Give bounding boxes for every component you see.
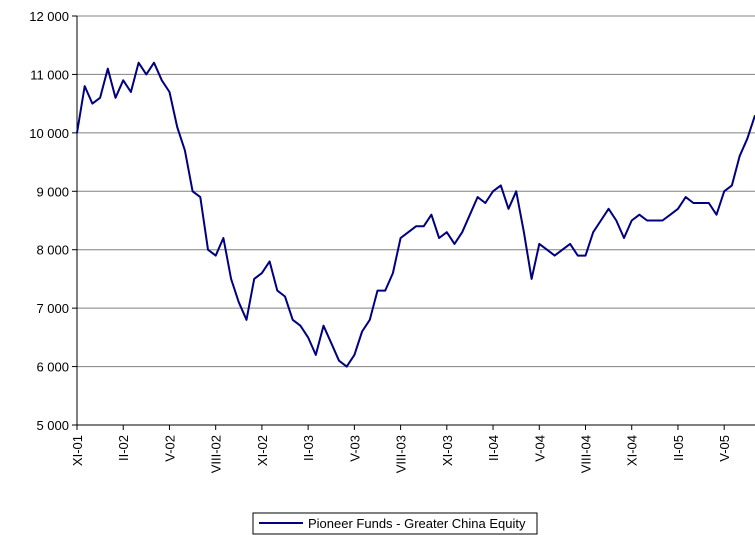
x-tick-label: II-04 <box>486 435 501 461</box>
x-tick-label: XI-04 <box>625 435 640 466</box>
line-series <box>76 61 755 368</box>
y-tick-label: 12 000 <box>29 9 69 24</box>
x-tick-label: VIII-02 <box>209 435 224 473</box>
y-tick-label: 9 000 <box>36 184 69 199</box>
y-tick-label: 10 000 <box>29 126 69 141</box>
x-tick-label: VIII-04 <box>579 435 594 473</box>
x-tick-label: XI-03 <box>440 435 455 466</box>
x-tick-label: II-03 <box>301 435 316 461</box>
x-tick-label: V-04 <box>532 435 547 462</box>
x-tick-label: V-05 <box>717 435 732 462</box>
y-tick-label: 7 000 <box>36 301 69 316</box>
legend-label: Pioneer Funds - Greater China Equity <box>308 516 526 531</box>
y-tick-label: 11 000 <box>30 67 69 82</box>
x-tick-label: XI-01 <box>70 435 85 466</box>
x-tick-label: II-02 <box>116 435 131 461</box>
y-tick-label: 5 000 <box>36 418 69 433</box>
x-tick-label: II-05 <box>671 435 686 461</box>
legend-box <box>252 512 538 535</box>
y-tick-label: 8 000 <box>36 243 69 258</box>
x-tick-label: VIII-03 <box>394 435 409 473</box>
y-tick-label: 6 000 <box>36 360 69 375</box>
x-tick-label: V-03 <box>347 435 362 462</box>
x-tick-label: V-02 <box>162 435 177 462</box>
x-tick-label: XI-02 <box>255 435 270 466</box>
